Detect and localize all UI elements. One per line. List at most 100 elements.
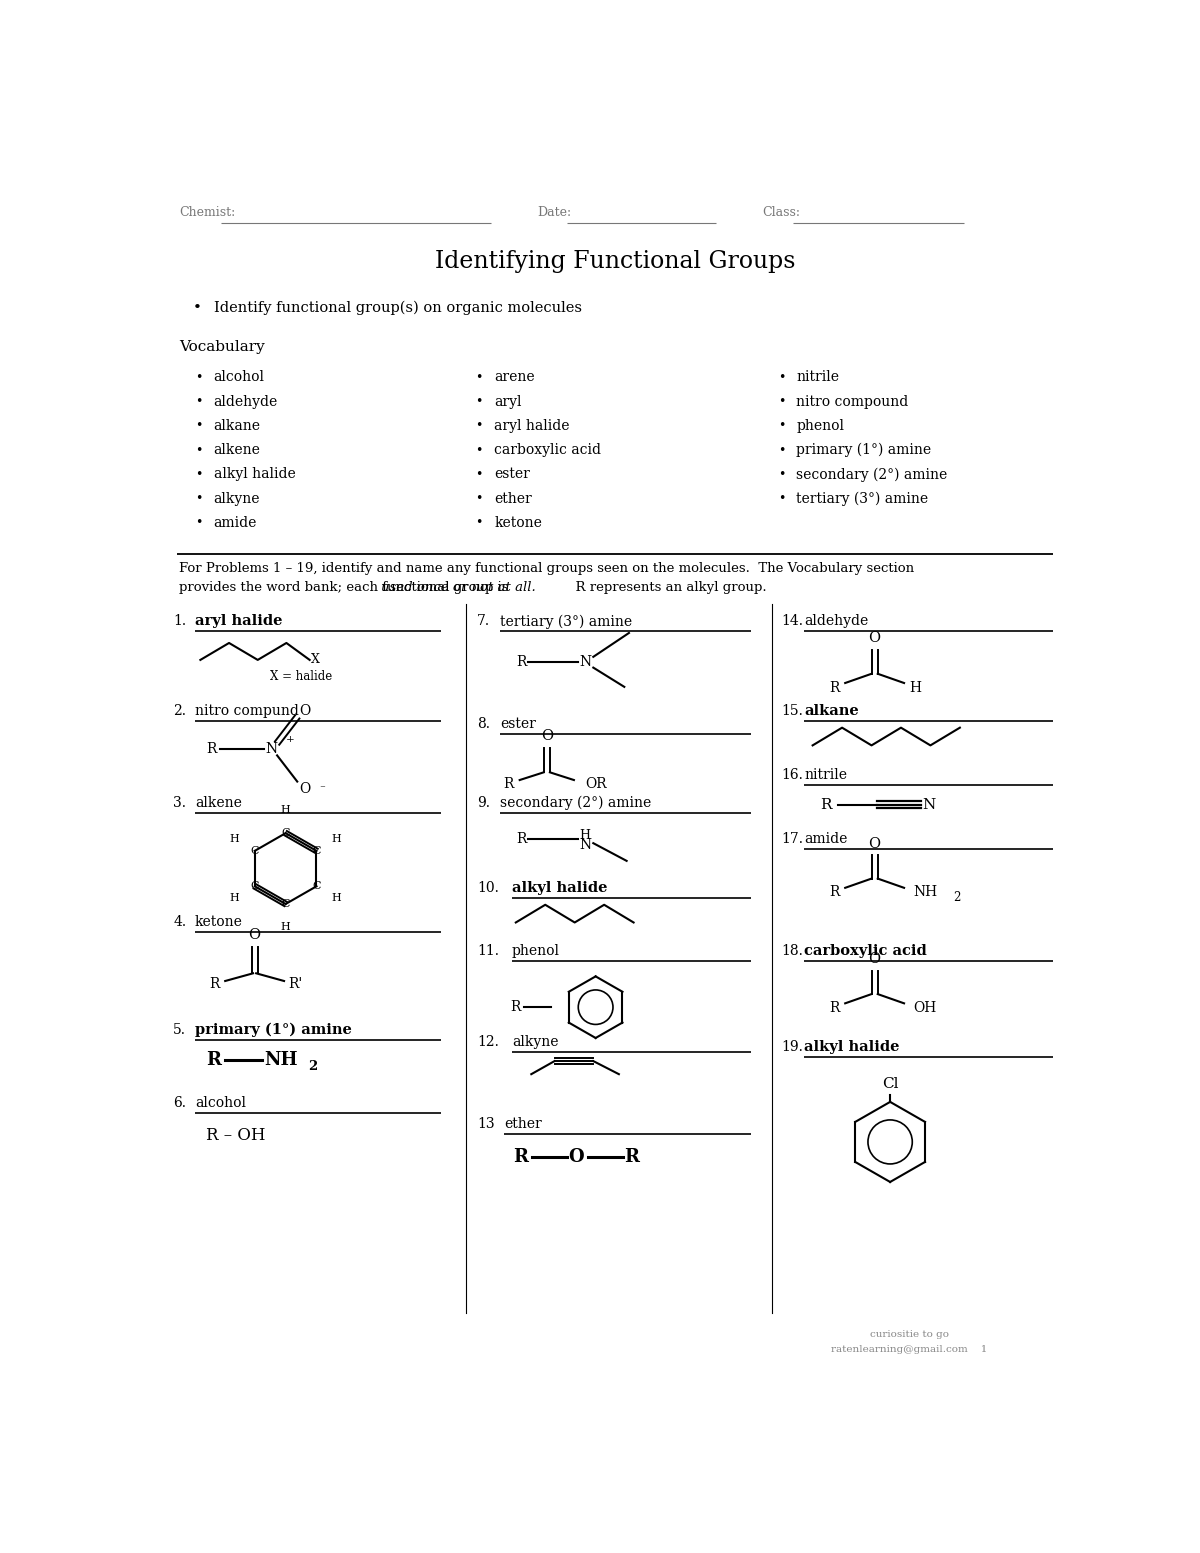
Text: •: • (778, 371, 785, 384)
Text: aryl halide: aryl halide (194, 615, 282, 629)
Text: alcohol: alcohol (194, 1096, 246, 1110)
Text: N: N (580, 655, 592, 669)
Text: •: • (194, 444, 203, 457)
Text: 14.: 14. (781, 615, 803, 629)
Text: ester: ester (494, 467, 530, 481)
Text: R: R (820, 798, 832, 812)
Text: O: O (248, 927, 260, 941)
Text: 7.: 7. (478, 615, 490, 629)
Text: 15.: 15. (781, 704, 803, 717)
Text: R: R (516, 832, 526, 846)
Text: •: • (475, 419, 482, 432)
Text: ether: ether (504, 1117, 542, 1131)
Text: 12.: 12. (478, 1034, 499, 1048)
Text: 2: 2 (308, 1061, 317, 1073)
Text: For Problems 1 – 19, identify and name any functional groups seen on the molecul: For Problems 1 – 19, identify and name a… (180, 562, 914, 575)
Text: 9.: 9. (478, 797, 490, 811)
Text: Chemist:: Chemist: (180, 207, 235, 219)
Text: •: • (475, 516, 482, 530)
Text: nitro compund: nitro compund (194, 704, 299, 717)
Text: Identify functional group(s) on organic molecules: Identify functional group(s) on organic … (214, 301, 582, 315)
Text: Date:: Date: (538, 207, 571, 219)
Text: H: H (331, 834, 342, 845)
Text: aldehyde: aldehyde (214, 394, 278, 408)
Text: aryl: aryl (494, 394, 522, 408)
Text: curiositie to go: curiositie to go (870, 1329, 949, 1339)
Text: alkyne: alkyne (214, 492, 260, 506)
Text: O: O (869, 837, 881, 851)
Text: carboxylic acid: carboxylic acid (804, 944, 926, 958)
Text: alkyl halide: alkyl halide (214, 467, 295, 481)
Text: •: • (194, 371, 203, 384)
Text: •: • (194, 394, 203, 408)
Text: R – OH: R – OH (206, 1127, 265, 1145)
Text: O: O (869, 952, 881, 966)
Text: R': R' (288, 977, 302, 991)
Text: •: • (778, 467, 785, 481)
Text: R: R (829, 680, 840, 694)
Text: 13: 13 (478, 1117, 494, 1131)
Text: alcohol: alcohol (214, 370, 264, 384)
Text: primary (1°) amine: primary (1°) amine (797, 443, 931, 457)
Text: H: H (580, 829, 590, 842)
Text: alkane: alkane (214, 419, 260, 433)
Text: R: R (206, 742, 216, 756)
Text: OH: OH (913, 1002, 937, 1016)
Text: alkene: alkene (214, 443, 260, 457)
Text: C: C (281, 899, 290, 909)
Text: 17.: 17. (781, 832, 803, 846)
Text: phenol: phenol (797, 419, 845, 433)
Text: Vocabulary: Vocabulary (180, 340, 265, 354)
Text: nitrile: nitrile (804, 769, 847, 783)
Text: 16.: 16. (781, 769, 803, 783)
Text: +: + (286, 736, 294, 744)
Text: alkene: alkene (194, 797, 242, 811)
Text: ether: ether (494, 492, 532, 506)
Text: ratenlearning@gmail.com    1: ratenlearning@gmail.com 1 (832, 1345, 988, 1354)
Text: X: X (311, 654, 320, 666)
Text: Class:: Class: (762, 207, 800, 219)
Text: X = halide: X = halide (270, 669, 332, 683)
Text: nitrile: nitrile (797, 370, 839, 384)
Text: •: • (475, 371, 482, 384)
Text: used once or not at all.: used once or not at all. (380, 581, 535, 595)
Text: 6.: 6. (173, 1096, 186, 1110)
Text: •: • (194, 419, 203, 432)
Text: 2: 2 (954, 891, 961, 904)
Text: R: R (829, 885, 840, 899)
Text: H: H (908, 680, 920, 694)
Text: C: C (312, 881, 320, 891)
Text: 18.: 18. (781, 944, 803, 958)
Text: •: • (475, 394, 482, 408)
Text: O: O (541, 730, 553, 744)
Text: •: • (194, 492, 203, 505)
Text: 3.: 3. (173, 797, 186, 811)
Text: O: O (299, 783, 310, 797)
Text: H: H (281, 922, 290, 932)
Text: phenol: phenol (512, 944, 560, 958)
Text: O: O (299, 705, 310, 719)
Text: O: O (569, 1148, 584, 1166)
Text: R represents an alkyl group.: R represents an alkyl group. (566, 581, 767, 595)
Text: •: • (778, 492, 785, 505)
Text: •: • (194, 467, 203, 481)
Text: Cl: Cl (882, 1078, 899, 1092)
Text: 4.: 4. (173, 915, 186, 930)
Text: N: N (580, 839, 592, 853)
Text: 19.: 19. (781, 1041, 803, 1054)
Text: ketone: ketone (194, 915, 242, 930)
Text: ester: ester (500, 717, 536, 731)
Text: 10.: 10. (478, 881, 499, 895)
Text: •: • (778, 419, 785, 432)
Text: amide: amide (214, 516, 257, 530)
Text: R: R (503, 776, 514, 790)
Text: •: • (778, 394, 785, 408)
Text: nitro compound: nitro compound (797, 394, 908, 408)
Text: tertiary (3°) amine: tertiary (3°) amine (797, 491, 929, 506)
Text: tertiary (3°) amine: tertiary (3°) amine (500, 615, 632, 629)
Text: N: N (265, 742, 277, 756)
Text: •: • (193, 301, 202, 315)
Text: •: • (475, 467, 482, 481)
Text: O: O (869, 632, 881, 646)
Text: OR: OR (586, 776, 607, 790)
